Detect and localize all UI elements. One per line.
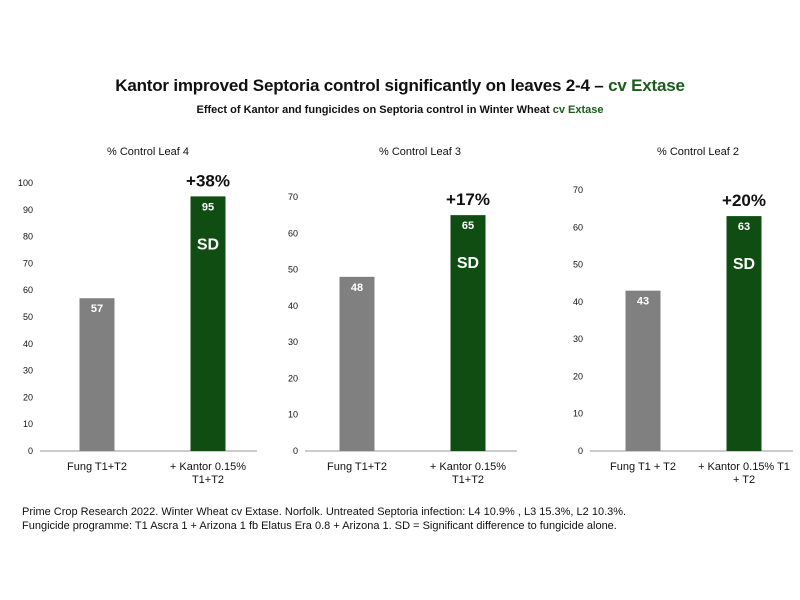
y-tick-label: 30 (288, 337, 298, 347)
y-tick-label: 30 (23, 366, 33, 376)
y-tick-label: 20 (23, 392, 33, 402)
bar-kantor (450, 215, 486, 451)
y-tick-label: 40 (23, 339, 33, 349)
y-tick-label: 90 (23, 205, 33, 215)
y-tick-label: 0 (28, 446, 33, 456)
y-tick-label: 10 (288, 410, 298, 420)
y-tick-label: 20 (573, 371, 583, 381)
bar-data-label: 95 (202, 201, 214, 213)
x-tick-label: + Kantor 0.15% T1 (698, 461, 790, 473)
title-accent: cv Extase (608, 76, 685, 95)
bar-fungicide (339, 276, 375, 451)
y-tick-label: 40 (573, 297, 583, 307)
bar-fungicide (79, 298, 115, 451)
y-tick-label: 50 (23, 312, 33, 322)
y-tick-label: 60 (573, 222, 583, 232)
y-tick-label: 30 (573, 334, 583, 344)
chart-title: % Control Leaf 2 (657, 146, 739, 158)
y-tick-label: 100 (18, 178, 33, 188)
bar-data-label: 48 (351, 282, 363, 294)
significance-label: SD (457, 255, 479, 272)
x-tick-label: + Kantor 0.15% (170, 461, 246, 473)
slide-title: Kantor improved Septoria control signifi… (0, 76, 800, 96)
y-tick-label: 0 (578, 446, 583, 456)
y-tick-label: 60 (288, 228, 298, 238)
y-tick-label: 40 (288, 301, 298, 311)
subtitle-accent: cv Extase (552, 104, 604, 116)
bar-kantor (190, 196, 226, 451)
bar-data-label: 57 (91, 303, 103, 315)
x-tick-label: T1+T2 (192, 474, 224, 486)
x-tick-label: Fung T1+T2 (327, 461, 387, 473)
significance-label: SD (197, 236, 219, 253)
bar-data-label: 63 (738, 221, 750, 233)
y-tick-label: 0 (293, 446, 298, 456)
y-tick-label: 80 (23, 232, 33, 242)
slide-subtitle: Effect of Kantor and fungicides on Septo… (0, 104, 800, 116)
y-tick-label: 70 (288, 192, 298, 202)
y-tick-label: 10 (573, 409, 583, 419)
y-tick-label: 60 (23, 285, 33, 295)
bar-data-label: 43 (637, 296, 649, 308)
bar-fungicide (625, 290, 661, 451)
bar-kantor (726, 216, 762, 451)
y-tick-label: 50 (288, 265, 298, 275)
uplift-label: +38% (186, 171, 230, 190)
chart-title: % Control Leaf 3 (379, 146, 461, 158)
y-tick-label: 20 (288, 373, 298, 383)
footnote-source: Prime Crop Research 2022. Winter Wheat c… (22, 506, 627, 518)
footnote-programme: Fungicide programme: T1 Ascra 1 + Arizon… (22, 520, 617, 532)
x-tick-label: Fung T1+T2 (67, 461, 127, 473)
x-tick-label: + Kantor 0.15% (430, 461, 506, 473)
x-tick-label: Fung T1 + T2 (610, 461, 676, 473)
subtitle-main: Effect of Kantor and fungicides on Septo… (196, 104, 553, 116)
uplift-label: +17% (446, 190, 490, 209)
y-tick-label: 50 (573, 260, 583, 270)
bar-data-label: 65 (462, 220, 474, 232)
y-tick-label: 70 (573, 185, 583, 195)
uplift-label: +20% (722, 191, 766, 210)
y-tick-label: 70 (23, 258, 33, 268)
x-tick-label: T1+T2 (452, 474, 484, 486)
title-main: Kantor improved Septoria control signifi… (115, 76, 609, 95)
significance-label: SD (733, 256, 755, 273)
x-tick-label: + T2 (733, 474, 755, 486)
y-tick-label: 10 (23, 419, 33, 429)
chart-title: % Control Leaf 4 (107, 146, 189, 158)
